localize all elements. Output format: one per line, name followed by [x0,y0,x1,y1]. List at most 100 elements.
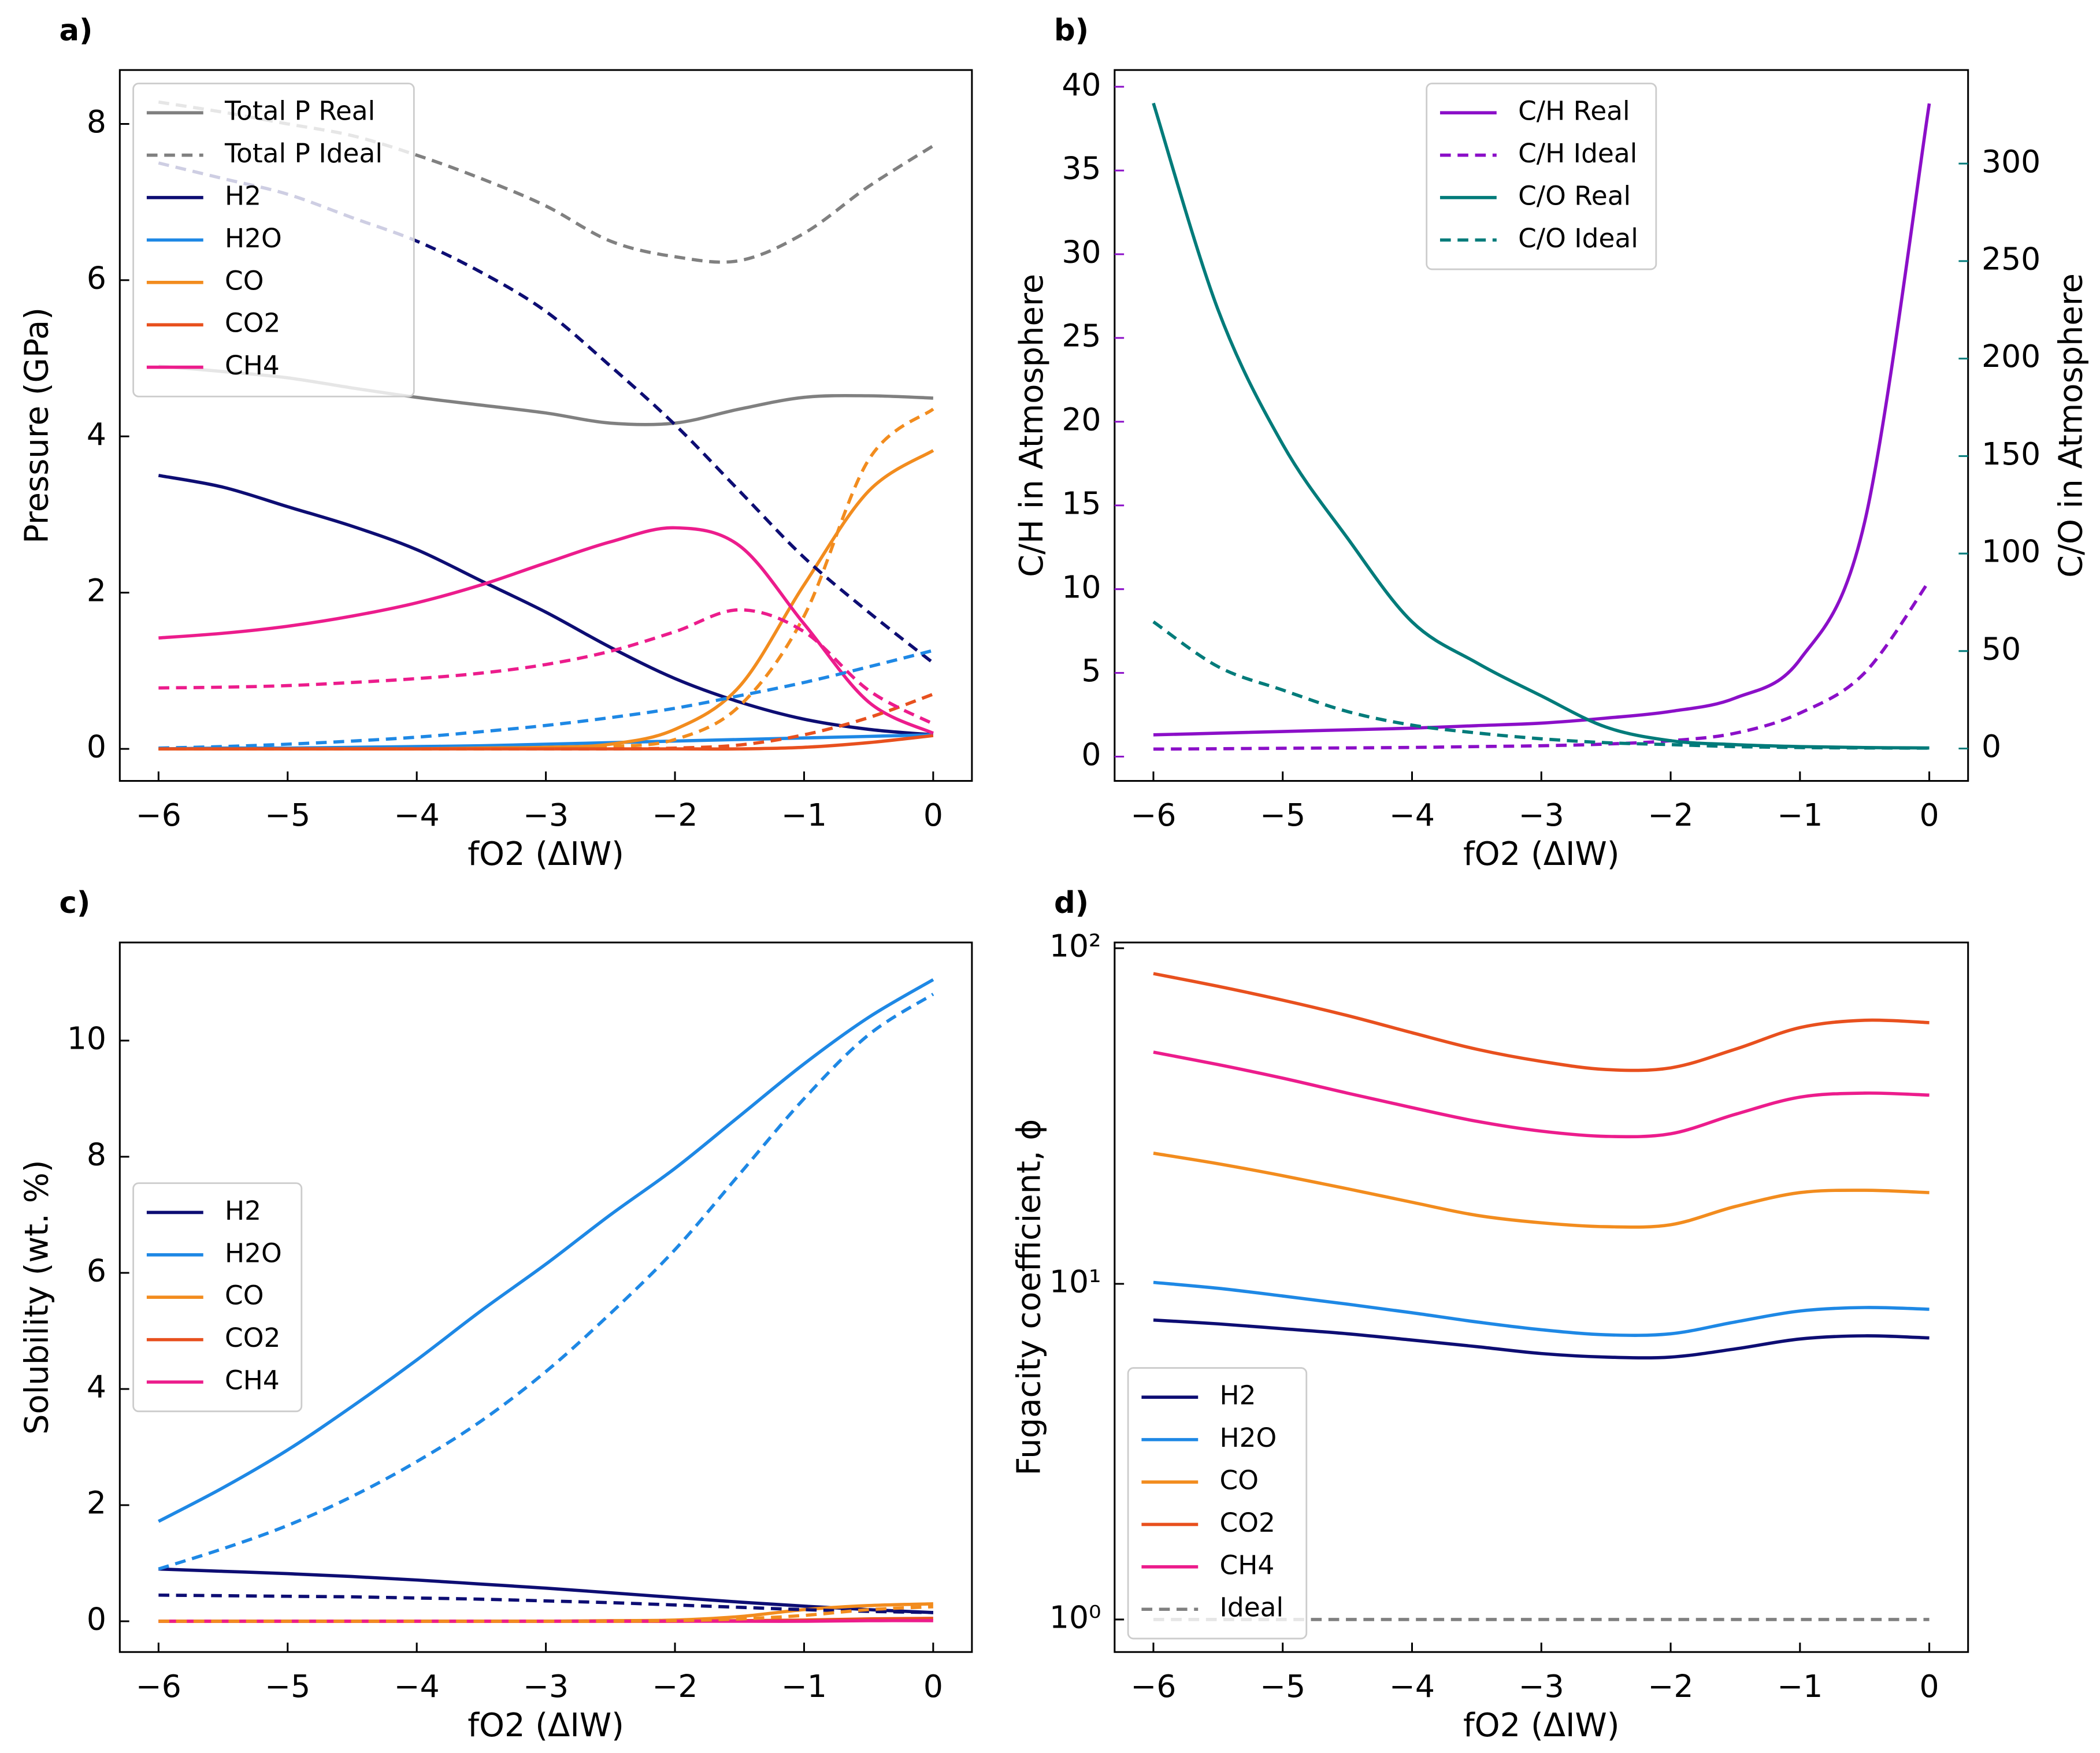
series-line [158,526,934,735]
y-tick-label: 6 [87,1253,106,1289]
x-tick-label: −3 [1519,797,1564,833]
y2-tick-label: 0 [1982,728,2001,764]
series-line [158,407,934,751]
x-axis-label: fO2 (ΔIW) [468,1707,624,1744]
x-tick-label: −4 [394,797,440,833]
y-axis-label: C/H in Atmosphere [1013,274,1051,577]
series-line [158,1593,933,1614]
legend-label: CO2 [1220,1507,1275,1538]
y-tick-label: 15 [1062,485,1101,521]
y-tick-label: 10² [1049,928,1101,964]
legend-label: Total P Real [224,96,375,127]
x-tick-label: −3 [523,797,569,833]
series-line [158,993,934,1571]
y-tick-label: 10 [1062,569,1101,605]
y-axis-label: Solubility (wt. %) [18,1160,56,1435]
legend-box [132,83,415,398]
legend-label: CO2 [225,1323,280,1353]
y-tick-label: 40 [1062,66,1101,103]
legend-label: H2 [1220,1380,1256,1411]
legend-label: CO [1220,1465,1259,1496]
legend: H2 H2O CO CO2 CH4 Ideal [1127,1367,1308,1640]
y-tick-label: 0 [87,729,106,765]
y2-tick-label: 100 [1982,533,2040,570]
x-tick-label: 0 [923,797,943,833]
legend-label: H2O [225,223,282,254]
series-line [1153,103,1931,737]
legend-box [132,1182,303,1413]
x-tick-label: −5 [265,1668,310,1704]
legend-label: C/O Ideal [1518,223,1638,254]
y2-tick-label: 250 [1982,241,2040,277]
y-tick-label: 10 [67,1020,106,1057]
series-line [1153,1280,1930,1337]
x-tick-label: −6 [136,797,181,833]
x-tick-label: −2 [1648,797,1694,833]
legend-label: C/H Ideal [1518,138,1637,169]
panel: b) −6 −5 −4 −3 −2 −1 0 0 5 10 15 20 25 30 35 40 0 50 100 150… [1013,13,2090,873]
legend-label: CH4 [225,350,280,381]
legend-label: CH4 [225,1365,280,1396]
legend-label: H2O [1220,1423,1277,1453]
x-tick-label: −5 [265,797,310,833]
panel-label: d) [1054,886,1089,920]
x-tick-label: −4 [394,1668,440,1704]
series-line [158,1567,933,1614]
x-tick-label: −1 [1777,1668,1823,1704]
series-line [1153,580,1931,751]
panel-label: c) [59,886,90,920]
series-line [158,978,934,1523]
legend-label: H2 [225,180,261,211]
x-tick-label: −2 [652,1668,698,1704]
y-tick-label: 10⁰ [1049,1599,1101,1636]
legend-label: C/O Real [1518,180,1631,211]
legend-label: CO2 [225,308,280,339]
y-axis-label: Fugacity coefficient, ϕ [1011,1119,1048,1476]
x-tick-label: −1 [781,1668,827,1704]
legend-label: H2O [225,1238,282,1268]
x-tick-label: −2 [652,797,698,833]
series-line [158,608,934,726]
y-tick-label: 6 [87,260,106,296]
legend-label: Ideal [1220,1592,1284,1623]
x-tick-label: −4 [1389,797,1435,833]
panel-label: a) [59,13,92,48]
y-tick-label: 35 [1062,150,1101,187]
y-tick-label: 8 [87,103,106,140]
series-line [1152,620,1930,750]
x-axis-label: fO2 (ΔIW) [1463,1707,1620,1744]
y-axis-label: Pressure (GPa) [18,307,56,544]
panel: c) −6 −5 −4 −3 −2 −1 0 0 2 4 6 8 10 fO2 (ΔIW) Solubilit… [18,886,973,1744]
legend-label: CO [225,1280,264,1311]
y2-tick-label: 150 [1982,436,2040,472]
x-tick-label: −6 [1130,797,1176,833]
x-tick-label: −1 [1777,797,1823,833]
y-tick-label: 2 [87,1485,106,1521]
series-line [158,474,934,737]
series-line [158,649,934,750]
x-tick-label: 0 [1920,797,1939,833]
legend: H2 H2O CO CO2 CH4 [132,1182,303,1413]
legend-label: C/H Real [1518,96,1630,127]
x-tick-label: −5 [1260,1668,1305,1704]
y-tick-label: 20 [1062,401,1101,437]
y-tick-label: 25 [1062,318,1101,354]
y-tick-label: 30 [1062,234,1101,270]
x-tick-label: 0 [923,1668,943,1704]
panel-label: b) [1054,13,1089,48]
x-tick-label: −1 [781,797,827,833]
x-tick-label: −4 [1389,1668,1435,1704]
x-axis-label: fO2 (ΔIW) [468,835,624,873]
x-tick-label: −2 [1648,1668,1694,1704]
y-tick-label: 0 [1081,736,1101,772]
y-tick-label: 8 [87,1137,106,1173]
series-line [1153,1318,1930,1360]
x-tick-label: −5 [1260,797,1305,833]
x-tick-label: 0 [1920,1668,1939,1704]
y2-tick-label: 300 [1982,143,2040,180]
series-line [158,1605,933,1623]
x-axis-label: fO2 (ΔIW) [1463,835,1620,873]
y2-tick-label: 200 [1982,338,2040,374]
panel: d) −6 −5 −4 −3 −2 −1 0 10⁰ 10¹ 10² fO2 (ΔIW) Fugacit… [1011,886,1969,1744]
